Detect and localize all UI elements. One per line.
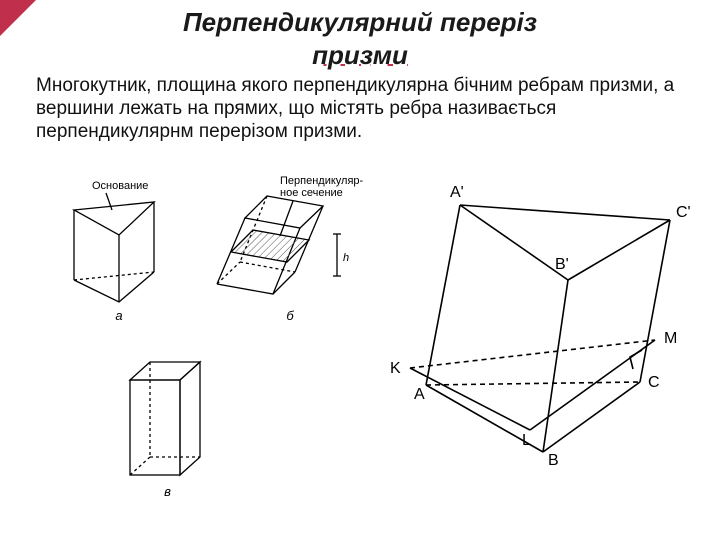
vertex-C: C xyxy=(648,374,660,392)
figure-b-label: б xyxy=(205,308,375,323)
figure-main: A' C' B' K A M C L B xyxy=(380,170,710,490)
vertex-Ap: A' xyxy=(450,184,464,202)
vertex-K: K xyxy=(390,360,401,378)
figure-b: Перпендикуляр- ное сечение h xyxy=(205,176,375,336)
label-perp-section: Перпендикуляр- ное сечение xyxy=(280,176,363,199)
main-prism-svg xyxy=(380,170,710,490)
title-line2: призми xyxy=(312,40,408,70)
figure-v-label: в xyxy=(110,484,225,499)
vertex-L: L xyxy=(522,432,531,450)
definition-text: Многокутник, площина якого перпендикуляр… xyxy=(36,74,684,144)
prism-a-svg xyxy=(44,180,194,315)
vertex-B: B xyxy=(548,452,559,470)
vertex-Cp: C' xyxy=(676,204,691,222)
figure-v: в xyxy=(110,352,225,512)
prism-v-svg xyxy=(110,352,225,492)
vertex-Bp: B' xyxy=(555,256,569,274)
label-base: Основание xyxy=(92,180,148,192)
slide-title: Перпендикулярний переріз призми xyxy=(0,6,720,71)
title-line1: Перпендикулярний переріз xyxy=(183,7,537,37)
vertex-A: A xyxy=(414,386,425,404)
figure-a: Основание а xyxy=(44,180,194,330)
figure-a-label: а xyxy=(44,308,194,323)
vertex-M: M xyxy=(664,330,677,348)
label-h: h xyxy=(343,252,349,264)
